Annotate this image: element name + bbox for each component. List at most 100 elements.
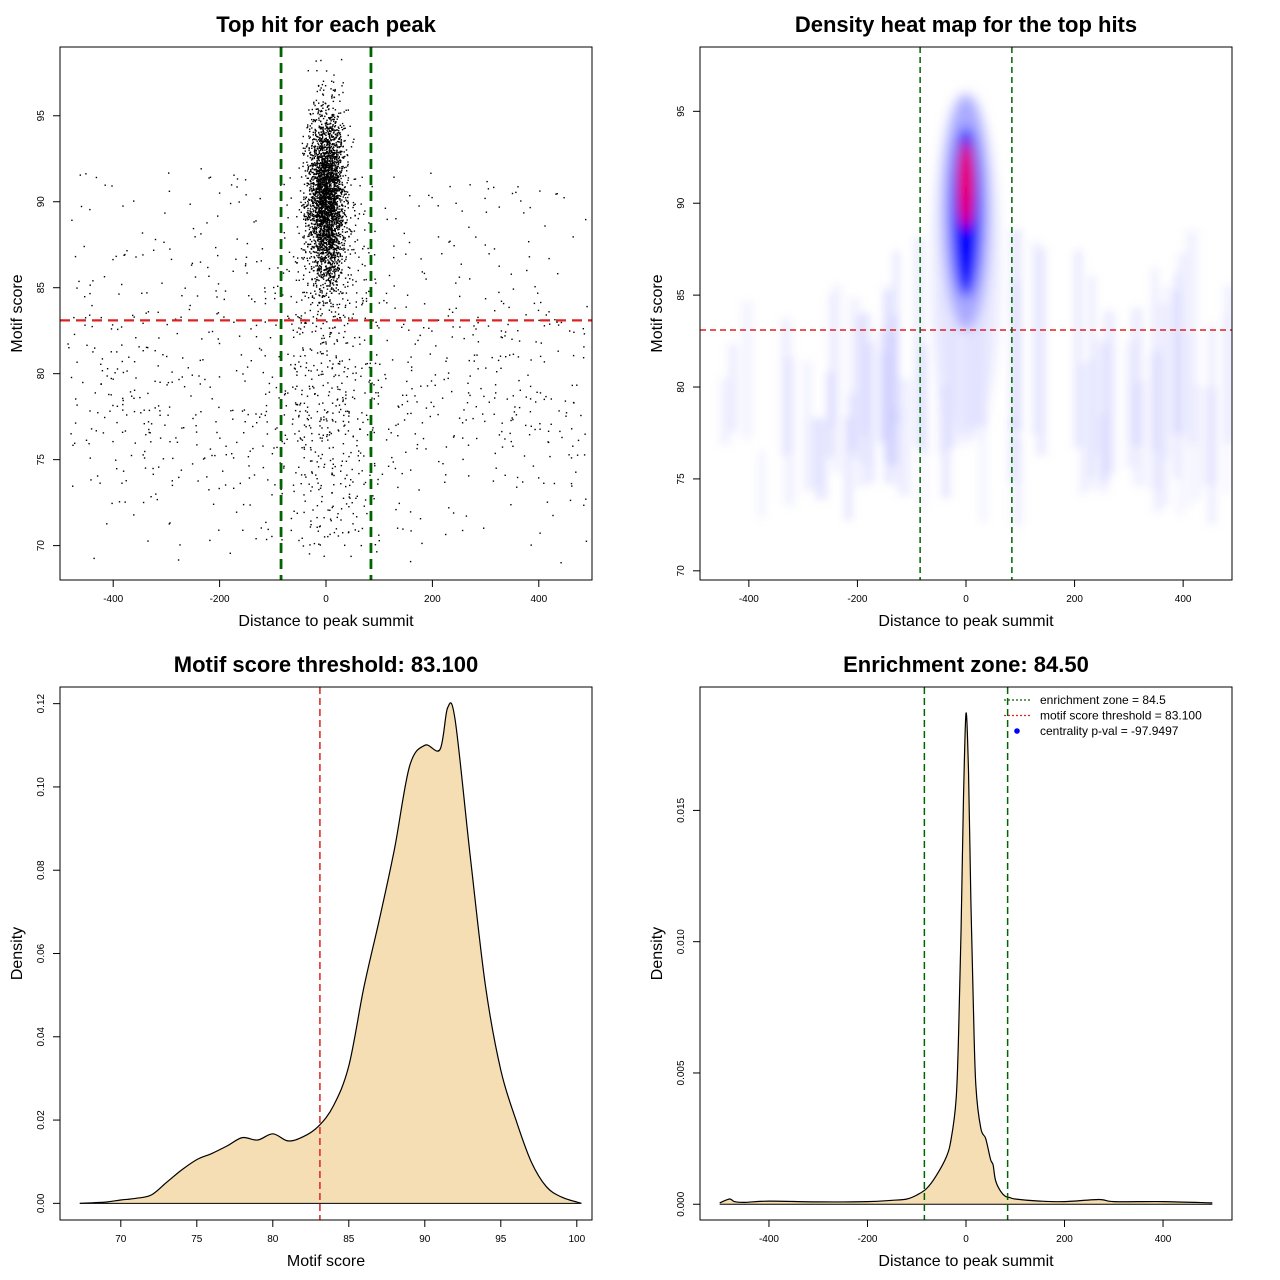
data-point [342, 165, 344, 168]
data-point [141, 292, 143, 294]
data-point [323, 161, 326, 163]
data-point [327, 382, 329, 384]
data-point [345, 215, 348, 218]
data-point [345, 485, 347, 488]
data-point [317, 139, 320, 141]
data-point [504, 438, 506, 440]
data-point [330, 200, 332, 202]
data-point [308, 233, 310, 236]
data-point [329, 178, 331, 180]
data-point [335, 225, 338, 228]
data-point [323, 140, 326, 142]
data-point [319, 248, 321, 250]
data-point [309, 526, 312, 528]
data-point [336, 167, 338, 169]
data-point [300, 315, 303, 317]
data-point [326, 197, 329, 199]
data-point [326, 435, 328, 438]
data-point [334, 168, 337, 171]
data-point [333, 204, 335, 206]
data-point [329, 122, 332, 125]
data-point [336, 195, 338, 197]
data-point [328, 241, 331, 244]
data-point [316, 352, 319, 354]
data-point [576, 454, 579, 456]
data-point [329, 281, 331, 283]
data-point [241, 410, 244, 412]
data-point [328, 191, 330, 193]
data-point [314, 192, 317, 194]
data-point [410, 369, 413, 372]
data-point [321, 191, 324, 193]
data-point [299, 190, 302, 192]
data-point [321, 214, 323, 217]
data-point [314, 393, 316, 395]
data-point [329, 117, 331, 119]
data-point [374, 278, 376, 280]
data-point [315, 244, 317, 246]
data-point [453, 435, 455, 437]
data-point [347, 285, 349, 288]
data-point [325, 292, 328, 294]
data-point [331, 245, 334, 247]
data-point [325, 180, 327, 182]
data-point [313, 387, 315, 389]
data-point [244, 421, 246, 423]
data-point [328, 154, 330, 156]
data-point [504, 474, 506, 476]
data-point [342, 399, 344, 401]
data-point [319, 233, 322, 236]
data-point [317, 170, 319, 172]
data-point [320, 143, 323, 146]
data-point [320, 457, 322, 460]
data-point [322, 128, 324, 131]
data-point [318, 117, 320, 119]
data-point [331, 283, 334, 285]
data-point [358, 336, 361, 339]
data-point [473, 360, 475, 362]
data-point [337, 260, 339, 262]
data-point [336, 188, 338, 191]
data-point [284, 237, 286, 239]
data-point [352, 313, 354, 315]
data-point [535, 401, 537, 403]
data-point [338, 233, 341, 236]
data-point [329, 150, 331, 152]
data-point [333, 249, 336, 251]
data-point [323, 201, 325, 204]
data-point [236, 178, 239, 180]
data-point [233, 174, 235, 176]
data-point [329, 201, 331, 204]
data-point [325, 121, 328, 123]
data-point [319, 174, 321, 177]
data-point [335, 152, 337, 154]
data-point [321, 292, 323, 294]
data-point [330, 213, 333, 215]
data-point [313, 119, 315, 121]
data-point [331, 167, 334, 170]
data-point [321, 453, 323, 456]
data-point [340, 209, 343, 212]
data-point [322, 159, 325, 161]
data-point [316, 313, 319, 316]
data-point [142, 501, 145, 504]
data-point [318, 543, 320, 545]
data-point [310, 181, 312, 183]
data-point [320, 373, 322, 376]
data-point [260, 260, 262, 262]
data-point [309, 188, 311, 191]
data-point [337, 362, 340, 365]
data-point [321, 201, 324, 203]
data-point [121, 344, 123, 346]
data-point [323, 192, 325, 194]
data-point [322, 217, 324, 219]
data-point [322, 147, 324, 149]
data-point [312, 200, 314, 202]
data-point [333, 120, 335, 123]
data-point [333, 235, 336, 238]
data-point [303, 198, 305, 201]
data-point [133, 397, 135, 399]
data-point [320, 243, 322, 245]
data-point [343, 324, 346, 327]
data-point [326, 106, 329, 108]
